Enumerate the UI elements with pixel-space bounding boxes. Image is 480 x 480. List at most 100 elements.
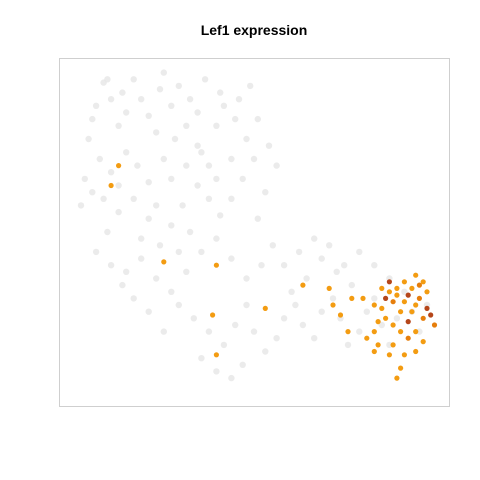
expressing-cell-point (390, 322, 396, 328)
expressing-cell-point (326, 285, 332, 291)
expressing-cell-point (413, 348, 419, 355)
background-cell-point (160, 328, 167, 335)
background-cell-point (107, 262, 115, 269)
background-cell-point (273, 335, 280, 342)
background-cell-point (213, 122, 220, 129)
expressing-cell-point (375, 342, 381, 348)
background-cell-point (156, 242, 164, 249)
expressing-cell-point (428, 312, 434, 318)
background-cell-point (239, 361, 246, 368)
background-cell-point (239, 175, 246, 183)
background-cell-point (344, 341, 352, 349)
background-cell-point (205, 328, 213, 335)
background-cell-point (175, 248, 182, 256)
background-cell-point (153, 275, 160, 282)
expressing-cell-point (390, 299, 396, 305)
background-cell-point (92, 248, 100, 256)
background-cell-point (201, 76, 209, 83)
background-cell-point (160, 155, 167, 163)
background-cell-point (194, 109, 201, 116)
expressing-cell-point (420, 279, 426, 285)
expressing-cell-point (409, 309, 415, 315)
background-cell-point (311, 335, 318, 342)
background-cell-point (183, 162, 190, 169)
background-cell-point (153, 202, 160, 209)
background-cell-point (130, 195, 137, 202)
background-cell-point (138, 235, 145, 242)
background-cell-point (96, 155, 104, 163)
expressing-cell-point (330, 302, 336, 308)
background-cell-point (130, 295, 137, 302)
expressing-cell-point (401, 352, 407, 358)
expressing-cell-point (398, 329, 404, 335)
background-cell-point (235, 96, 243, 103)
expressing-cell-point (424, 289, 430, 295)
expressing-cells (108, 163, 438, 381)
expressing-cell-point (398, 309, 404, 315)
expressing-cell-point (405, 292, 411, 298)
expressing-cell-point (386, 289, 392, 295)
expressing-cell-point (213, 352, 219, 358)
expressing-cell-point (386, 279, 392, 285)
background-cell-point (168, 102, 175, 110)
background-cell-point (168, 288, 175, 295)
expressing-cell-point (371, 329, 377, 335)
background-cell-point (100, 195, 107, 202)
background-cell-point (288, 288, 295, 295)
background-cell-point (220, 102, 228, 110)
background-cell-point (265, 142, 273, 149)
chart-title: Lef1 expression (201, 22, 308, 38)
background-cell-point (145, 215, 152, 222)
background-cell-point (220, 341, 228, 349)
background-cell-point (156, 86, 164, 93)
background-cell-point (213, 368, 220, 375)
expressing-cell-point (345, 329, 351, 335)
expressing-cell-point (371, 348, 377, 355)
background-cell-point (280, 315, 288, 322)
background-cell-point (190, 315, 197, 322)
background-cell-point (243, 275, 250, 282)
background-cell-point (371, 262, 378, 269)
background-cell-point (145, 112, 152, 120)
expressing-cell-point (409, 285, 415, 291)
background-cell-point (243, 135, 250, 143)
background-cell-point (130, 76, 137, 83)
background-cell-point (138, 255, 145, 262)
background-cell-point (168, 175, 175, 183)
background-cell-point (228, 374, 235, 382)
background-cell-point (115, 122, 122, 129)
expressing-cell-point (394, 285, 400, 291)
background-cell-point (186, 228, 194, 236)
background-cell-point (356, 328, 363, 335)
background-cell-point (292, 301, 299, 309)
background-cell-point (77, 202, 85, 209)
background-cell-point (326, 242, 333, 249)
background-cell-point (138, 96, 145, 103)
background-cell-point (123, 109, 130, 116)
expressing-cell-point (413, 302, 419, 308)
background-cell-point (153, 129, 160, 136)
background-cell-point (303, 275, 310, 282)
background-cell-point (81, 175, 89, 183)
background-cell-point (416, 328, 423, 335)
background-cells (77, 69, 431, 382)
expressing-cell-point (420, 315, 426, 321)
background-cell-point (85, 135, 92, 143)
background-cell-point (280, 262, 288, 269)
expressing-cell-point (394, 292, 400, 298)
background-cell-point (194, 142, 201, 149)
background-cell-point (348, 281, 355, 289)
background-cell-point (318, 308, 325, 315)
expressing-cell-point (394, 375, 400, 381)
background-cell-point (175, 82, 182, 90)
background-cell-point (228, 155, 235, 163)
background-cell-point (168, 222, 175, 229)
background-cell-point (119, 89, 126, 96)
background-cell-point (262, 189, 269, 196)
expressing-cell-point (262, 305, 268, 311)
background-cell-point (243, 301, 250, 309)
background-cell-point (295, 248, 303, 256)
background-cell-point (356, 248, 363, 256)
background-cell-point (89, 115, 96, 123)
expressing-cell-point (364, 335, 370, 341)
